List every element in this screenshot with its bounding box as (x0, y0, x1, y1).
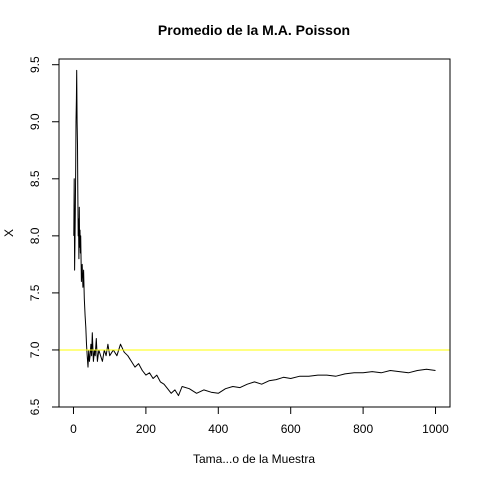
chart-title: Promedio de la M.A. Poisson (158, 22, 350, 38)
x-tick-label: 0 (70, 422, 77, 436)
x-axis-label: Tama...o de la Muestra (193, 452, 315, 466)
x-axis: 0 200 400 600 800 1000 (70, 406, 449, 436)
y-tick-label: 9.5 (28, 56, 42, 73)
y-tick-label: 8.0 (28, 227, 42, 244)
x-tick-label: 400 (208, 422, 228, 436)
y-tick-label: 6.5 (28, 398, 42, 415)
plot-area (59, 69, 450, 397)
y-tick-label: 7.0 (28, 341, 42, 358)
y-tick-label: 9.0 (28, 113, 42, 130)
x-tick-label: 1000 (422, 422, 449, 436)
y-axis: 6.5 7.0 7.5 8.0 8.5 9.0 9.5 (28, 56, 60, 415)
y-axis-label: X (2, 229, 16, 237)
y-tick-label: 7.5 (28, 284, 42, 301)
x-tick-label: 200 (136, 422, 156, 436)
series-line-0 (73, 69, 436, 397)
x-tick-label: 800 (353, 422, 373, 436)
y-tick-label: 8.5 (28, 170, 42, 187)
x-tick-label: 600 (281, 422, 301, 436)
